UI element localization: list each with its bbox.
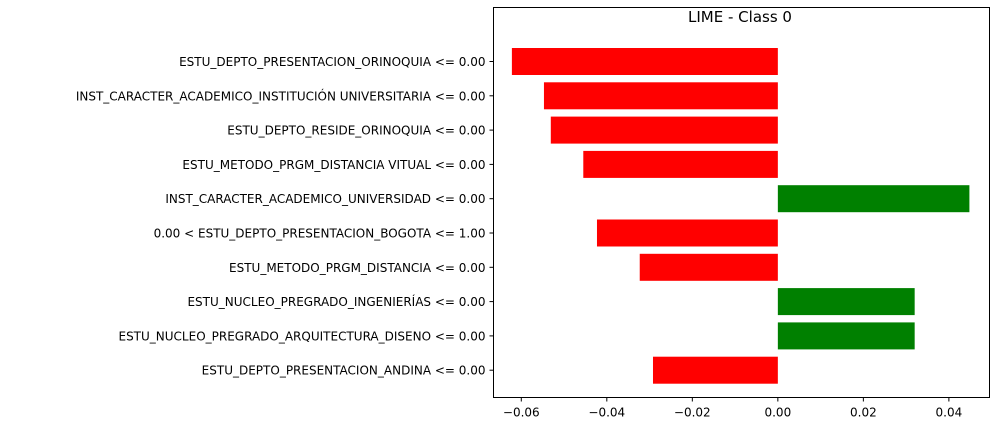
plot-frame — [493, 7, 990, 398]
y-tick-label: ESTU_METODO_PRGM_DISTANCIA VITUAL <= 0.0… — [182, 158, 485, 172]
y-tick-label: ESTU_NUCLEO_PREGRADO_INGENIERÍAS <= 0.00 — [187, 294, 485, 309]
y-tick-label: ESTU_DEPTO_PRESENTACION_ORINOQUIA <= 0.0… — [179, 55, 485, 69]
chart-title: LIME - Class 0 — [688, 8, 792, 26]
x-tick-label: 0.02 — [850, 406, 877, 420]
y-tick-label: ESTU_DEPTO_RESIDE_ORINOQUIA <= 0.00 — [227, 124, 485, 138]
bar — [583, 150, 778, 178]
bars-group — [511, 48, 970, 384]
x-tick-label: −0.02 — [674, 406, 711, 420]
y-tick-label: 0.00 < ESTU_DEPTO_PRESENTACION_BOGOTA <=… — [154, 227, 486, 241]
bar — [550, 116, 778, 144]
bar — [543, 82, 778, 110]
y-tick-label: ESTU_DEPTO_PRESENTACION_ANDINA <= 0.00 — [202, 364, 486, 378]
bar — [652, 356, 778, 384]
y-tick-labels: ESTU_DEPTO_PRESENTACION_ORINOQUIA <= 0.0… — [76, 55, 494, 378]
y-tick-label: ESTU_METODO_PRGM_DISTANCIA <= 0.00 — [229, 261, 486, 275]
bar — [777, 185, 970, 213]
bar — [596, 219, 778, 247]
y-tick-label: INST_CARACTER_ACADEMICO_UNIVERSIDAD <= 0… — [165, 192, 485, 206]
x-tick-label: −0.04 — [588, 406, 625, 420]
bar — [511, 48, 778, 75]
x-tick-label: 0.04 — [936, 406, 963, 420]
bar — [777, 288, 915, 316]
bar — [777, 322, 915, 350]
y-tick-label: ESTU_NUCLEO_PREGRADO_ARQUITECTURA_DISENO… — [118, 329, 485, 343]
x-tick-label: −0.06 — [503, 406, 540, 420]
x-tick-label: 0.00 — [764, 406, 791, 420]
y-tick-label: INST_CARACTER_ACADEMICO_INSTITUCIÓN UNIV… — [76, 88, 486, 103]
x-tick-labels: −0.06 −0.04 −0.02 0.00 0.02 0.04 — [503, 397, 963, 420]
bar — [639, 253, 778, 281]
